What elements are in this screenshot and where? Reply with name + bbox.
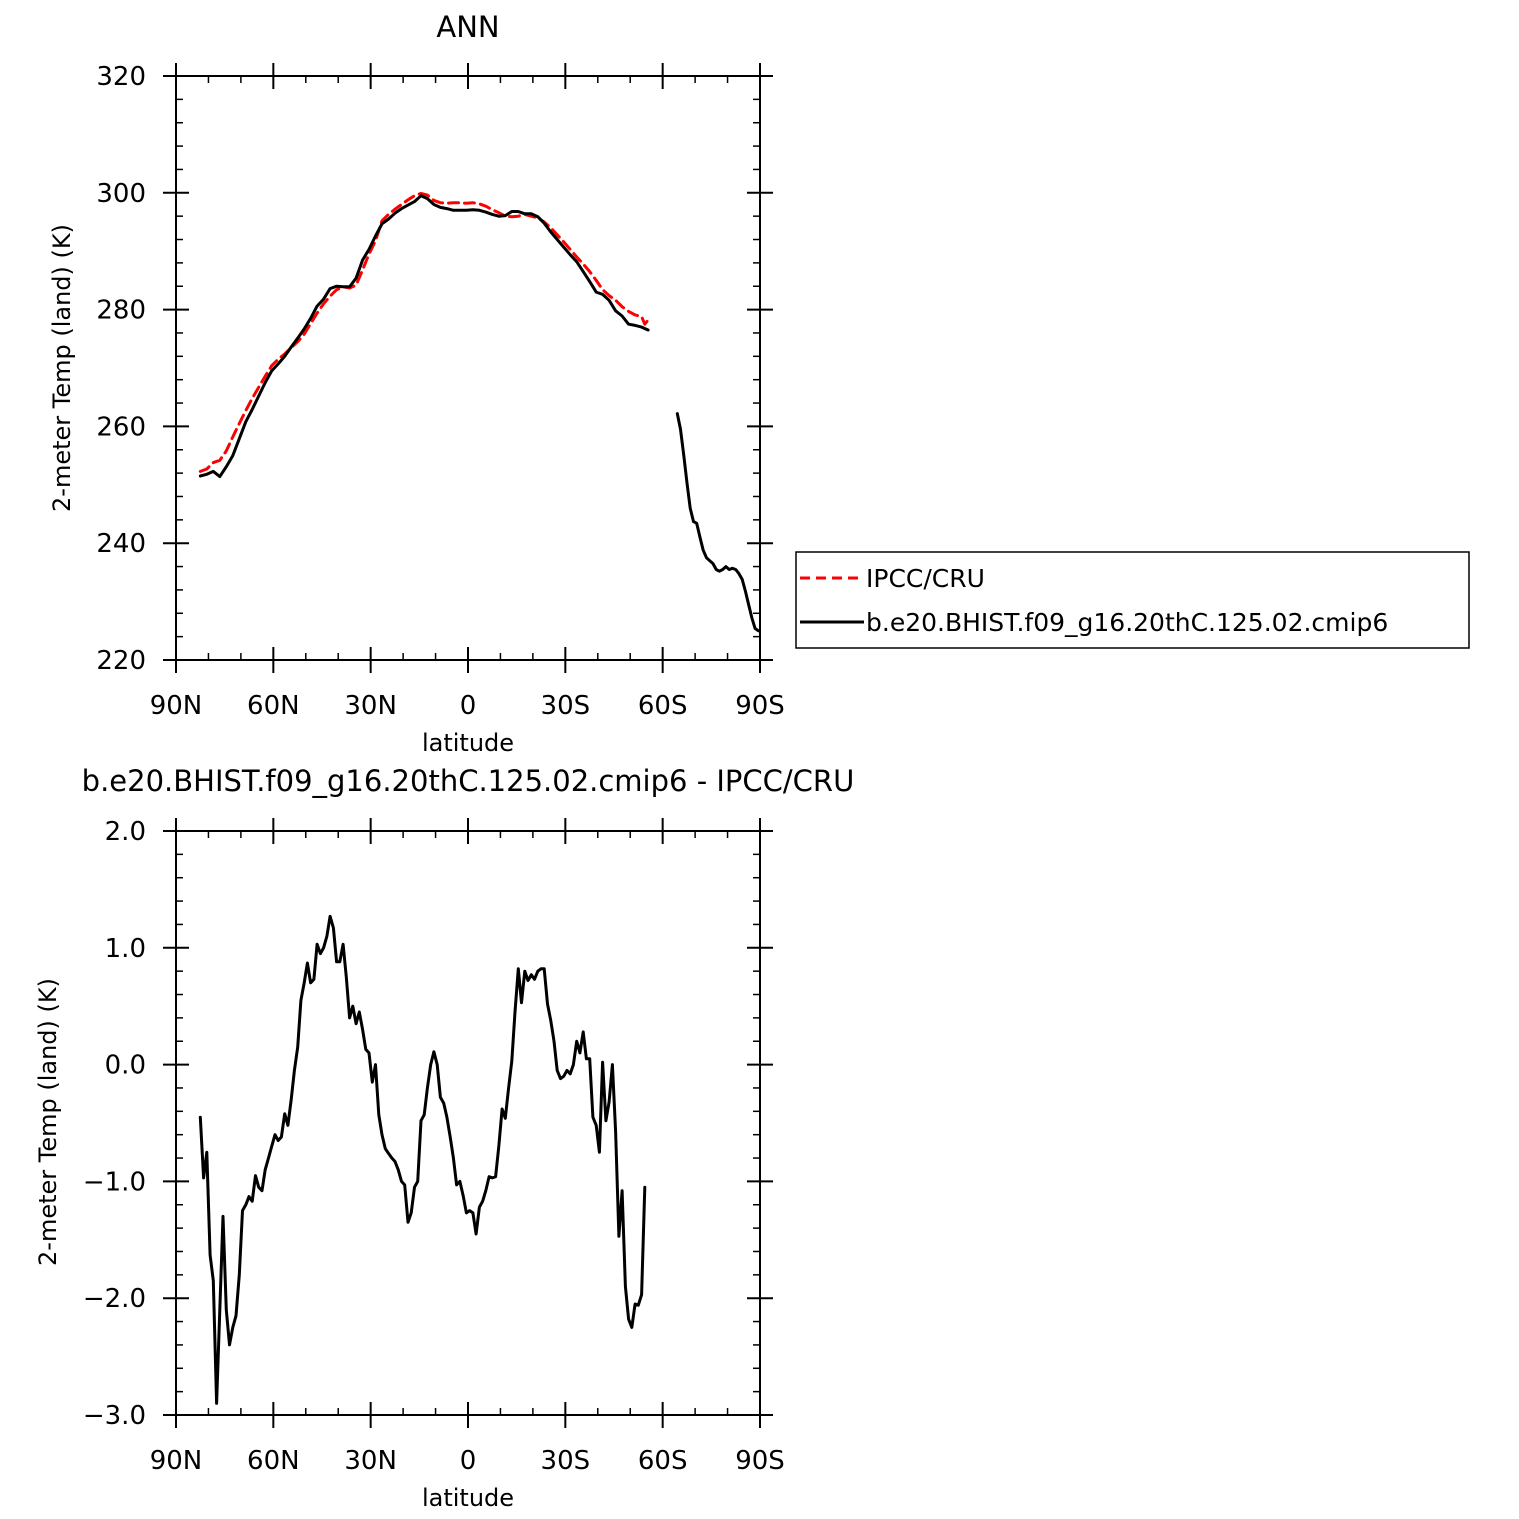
- top-y-tick-label: 220: [96, 646, 146, 676]
- top-y-axis-label: 2-meter Temp (land) (K): [48, 224, 76, 512]
- bottom-x-tick-label: 60S: [638, 1446, 688, 1476]
- bottom-x-tick-label: 0: [460, 1446, 477, 1476]
- top-series-1-line-segment-0: [198, 194, 650, 479]
- top-series-0-line-segment-0: [198, 191, 650, 473]
- bottom-x-tick-label: 30S: [541, 1446, 591, 1476]
- bottom-y-tick-label: 2.0: [105, 817, 146, 847]
- top-plot-area: 90N 60N 30N 0 30S 60S 90S 220 240 260 280 300 320: [96, 62, 784, 721]
- bottom-x-tick-label: 60N: [247, 1446, 300, 1476]
- top-x-axis-label: latitude: [422, 729, 514, 757]
- bottom-plot-area: 90N 60N 30N 0 30S 60S 90S −3.0 −2.0 −1.0 0.0 1.0 2.0: [83, 817, 785, 1476]
- bottom-x-axis-label: latitude: [422, 1484, 514, 1512]
- bottom-y-tick-label: −1.0: [83, 1167, 146, 1197]
- bottom-x-tick-label: 90N: [150, 1446, 203, 1476]
- top-x-tick-label: 30N: [344, 691, 397, 721]
- legend-label-ipcc-cru: IPCC/CRU: [866, 564, 985, 593]
- legend-box: [795, 551, 1470, 649]
- top-x-tick-label: 30S: [541, 691, 591, 721]
- bottom-y-axis-label: 2-meter Temp (land) (K): [34, 978, 62, 1266]
- bottom-plot-frame: [175, 830, 761, 1416]
- top-panel: ANN 90N 60N 30N 0 30S 60S 90S 220 240 260 280 300 32…: [48, 10, 785, 757]
- top-x-tick-label: 60S: [638, 691, 688, 721]
- top-y-tick-label: 240: [96, 529, 146, 559]
- top-y-tick-label: 320: [96, 62, 146, 92]
- top-y-tick-label: 300: [96, 179, 146, 209]
- bottom-x-tick-label: 90S: [735, 1446, 785, 1476]
- top-x-tick-label: 0: [460, 691, 477, 721]
- legend: IPCC/CRU b.e20.BHIST.f09_g16.20thC.125.0…: [795, 551, 1470, 649]
- top-x-tick-label: 60N: [247, 691, 300, 721]
- top-y-tick-label: 280: [96, 296, 146, 326]
- bottom-y-tick-label: −2.0: [83, 1284, 146, 1314]
- top-series-1-line-segment-1: [675, 412, 760, 633]
- top-y-tick-label: 260: [96, 412, 146, 442]
- top-panel-title: ANN: [436, 10, 499, 44]
- bottom-series-0-line-segment-0: [198, 914, 647, 1405]
- bottom-x-tick-label: 30N: [344, 1446, 397, 1476]
- top-x-tick-label: 90N: [150, 691, 203, 721]
- top-plot-frame: [175, 75, 761, 661]
- bottom-y-tick-label: 0.0: [105, 1051, 146, 1081]
- legend-label-model: b.e20.BHIST.f09_g16.20thC.125.02.cmip6: [866, 608, 1388, 637]
- bottom-y-tick-label: 1.0: [105, 934, 146, 964]
- bottom-panel-title: b.e20.BHIST.f09_g16.20thC.125.02.cmip6 -…: [82, 764, 855, 798]
- bottom-panel: b.e20.BHIST.f09_g16.20thC.125.02.cmip6 -…: [34, 764, 854, 1512]
- top-x-tick-label: 90S: [735, 691, 785, 721]
- bottom-y-tick-label: −3.0: [83, 1401, 146, 1431]
